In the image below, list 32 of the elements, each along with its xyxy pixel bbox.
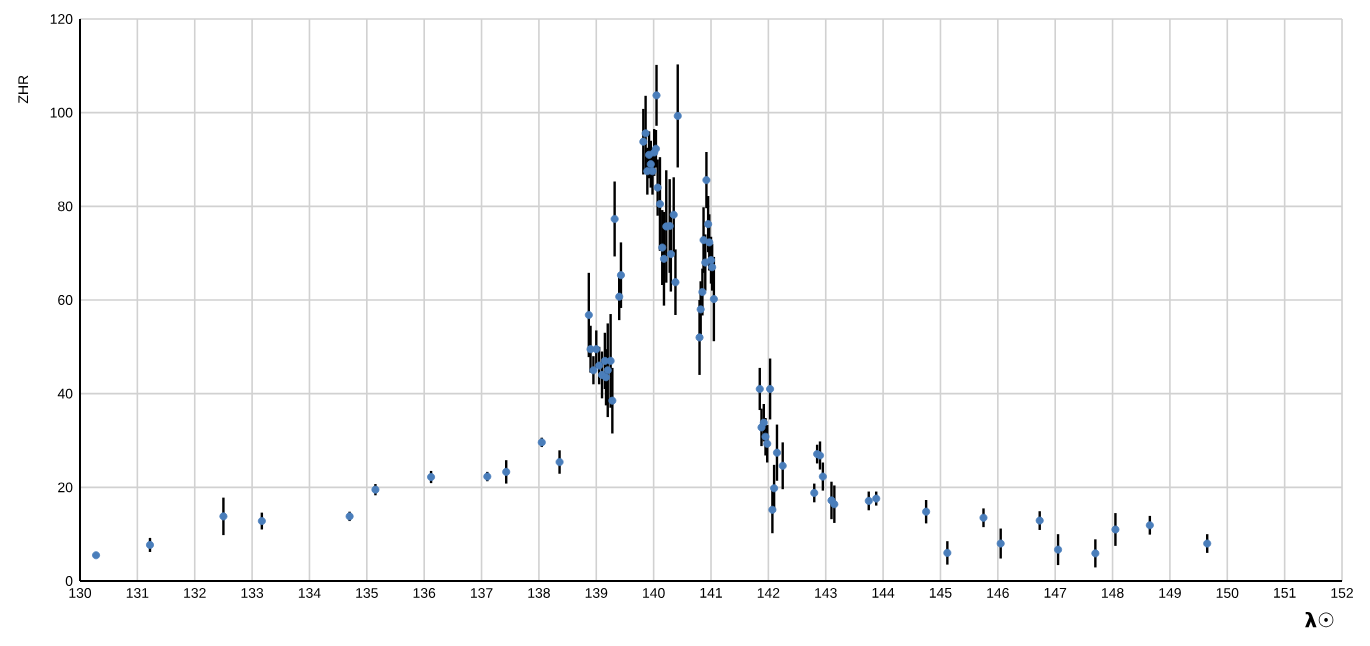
x-tick-label: 142 [757, 588, 780, 598]
x-tick-label: 132 [184, 588, 206, 598]
x-tick-label: 134 [298, 588, 321, 598]
y-tick-label: 100 [50, 107, 73, 118]
x-tick-label: 135 [356, 588, 378, 598]
x-tick-label: 145 [929, 588, 952, 598]
x-tick-label: 152 [1331, 588, 1353, 598]
x-tick-label: 151 [1274, 588, 1296, 598]
x-tick-label: 150 [1216, 588, 1239, 598]
y-tick-label: 0 [65, 576, 73, 586]
x-tick-label: 144 [872, 588, 895, 598]
x-tick-label: 147 [1044, 588, 1067, 598]
y-tick-label: 40 [57, 388, 73, 399]
x-tick-label: 140 [643, 588, 665, 598]
x-tick-label: 149 [1159, 588, 1181, 598]
x-tick-label: 131 [126, 588, 149, 598]
x-tick-label: 138 [528, 588, 550, 598]
x-tick-label: 137 [470, 588, 493, 598]
y-tick-label: 120 [50, 14, 73, 24]
x-tick-label: 146 [987, 588, 1009, 598]
y-axis-title: ZHR [18, 75, 29, 104]
x-axis-title: λ☉ [1305, 612, 1334, 628]
x-tick-label: 136 [413, 588, 436, 598]
x-tick-label: 143 [815, 588, 837, 598]
y-tick-label: 80 [58, 201, 73, 212]
y-tick-label: 20 [58, 482, 73, 493]
x-tick-label: 148 [1101, 588, 1124, 598]
x-tick-label: 130 [69, 588, 92, 598]
x-tick-label: 133 [241, 588, 264, 598]
x-tick-label: 141 [700, 588, 722, 598]
x-tick-label: 139 [585, 588, 608, 598]
y-tick-label: 60 [58, 295, 73, 305]
